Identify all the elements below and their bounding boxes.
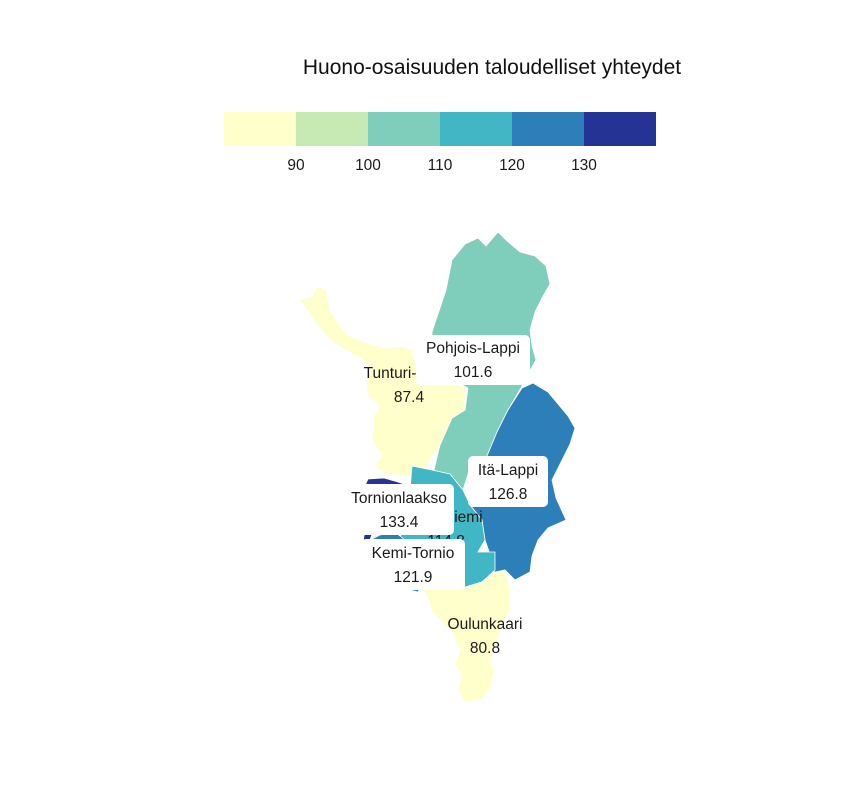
label-pohjois-lappi-name: Pohjois-Lappi (426, 340, 520, 357)
label-kemi-tornio-name: Kemi-Tornio (372, 545, 455, 562)
legend-bin-1 (224, 112, 296, 146)
label-pohjois-lappi: Pohjois-Lappi 101.6 (416, 335, 530, 385)
label-oulunkaari-name: Oulunkaari (448, 616, 523, 633)
legend-bin-6 (584, 112, 656, 146)
label-tornionlaakso: Tornionlaakso 133.4 (344, 484, 454, 535)
label-pohjois-lappi-value: 101.6 (454, 364, 493, 381)
map-title: Huono-osaisuuden taloudelliset yhteydet (302, 56, 682, 79)
legend-bin-5 (512, 112, 584, 146)
label-tunturi-lappi-value: 87.4 (394, 389, 425, 406)
label-oulunkaari-value: 80.8 (470, 640, 500, 657)
color-legend: 90 100 110 120 130 (224, 112, 656, 174)
label-kemi-tornio-value: 121.9 (394, 569, 433, 586)
label-ita-lappi: Itä-Lappi 126.8 (468, 456, 548, 507)
label-ita-lappi-name: Itä-Lappi (478, 462, 538, 479)
legend-tick-label: 100 (355, 157, 381, 174)
legend-bin-3 (368, 112, 440, 146)
legend-tick-label: 120 (499, 157, 525, 174)
label-kemi-tornio: Kemi-Tornio 121.9 (361, 539, 465, 590)
legend-bin-4 (440, 112, 512, 146)
region-tunturi-lappi[interactable] (299, 285, 466, 477)
label-tornionlaakso-name: Tornionlaakso (351, 490, 447, 507)
legend-tick-label: 90 (287, 157, 305, 174)
legend-bin-2 (296, 112, 368, 146)
legend-tick-label: 110 (428, 157, 453, 174)
label-tornionlaakso-value: 133.4 (380, 514, 419, 531)
label-oulunkaari: Oulunkaari 80.8 (448, 616, 523, 657)
label-ita-lappi-value: 126.8 (489, 486, 528, 503)
region-oulunkaari[interactable] (421, 569, 511, 703)
region-labels: Tunturi-Lappi 87.4 Rovaniemi 114.8 Pohjo… (344, 335, 548, 657)
legend-tick-label: 130 (571, 157, 597, 174)
